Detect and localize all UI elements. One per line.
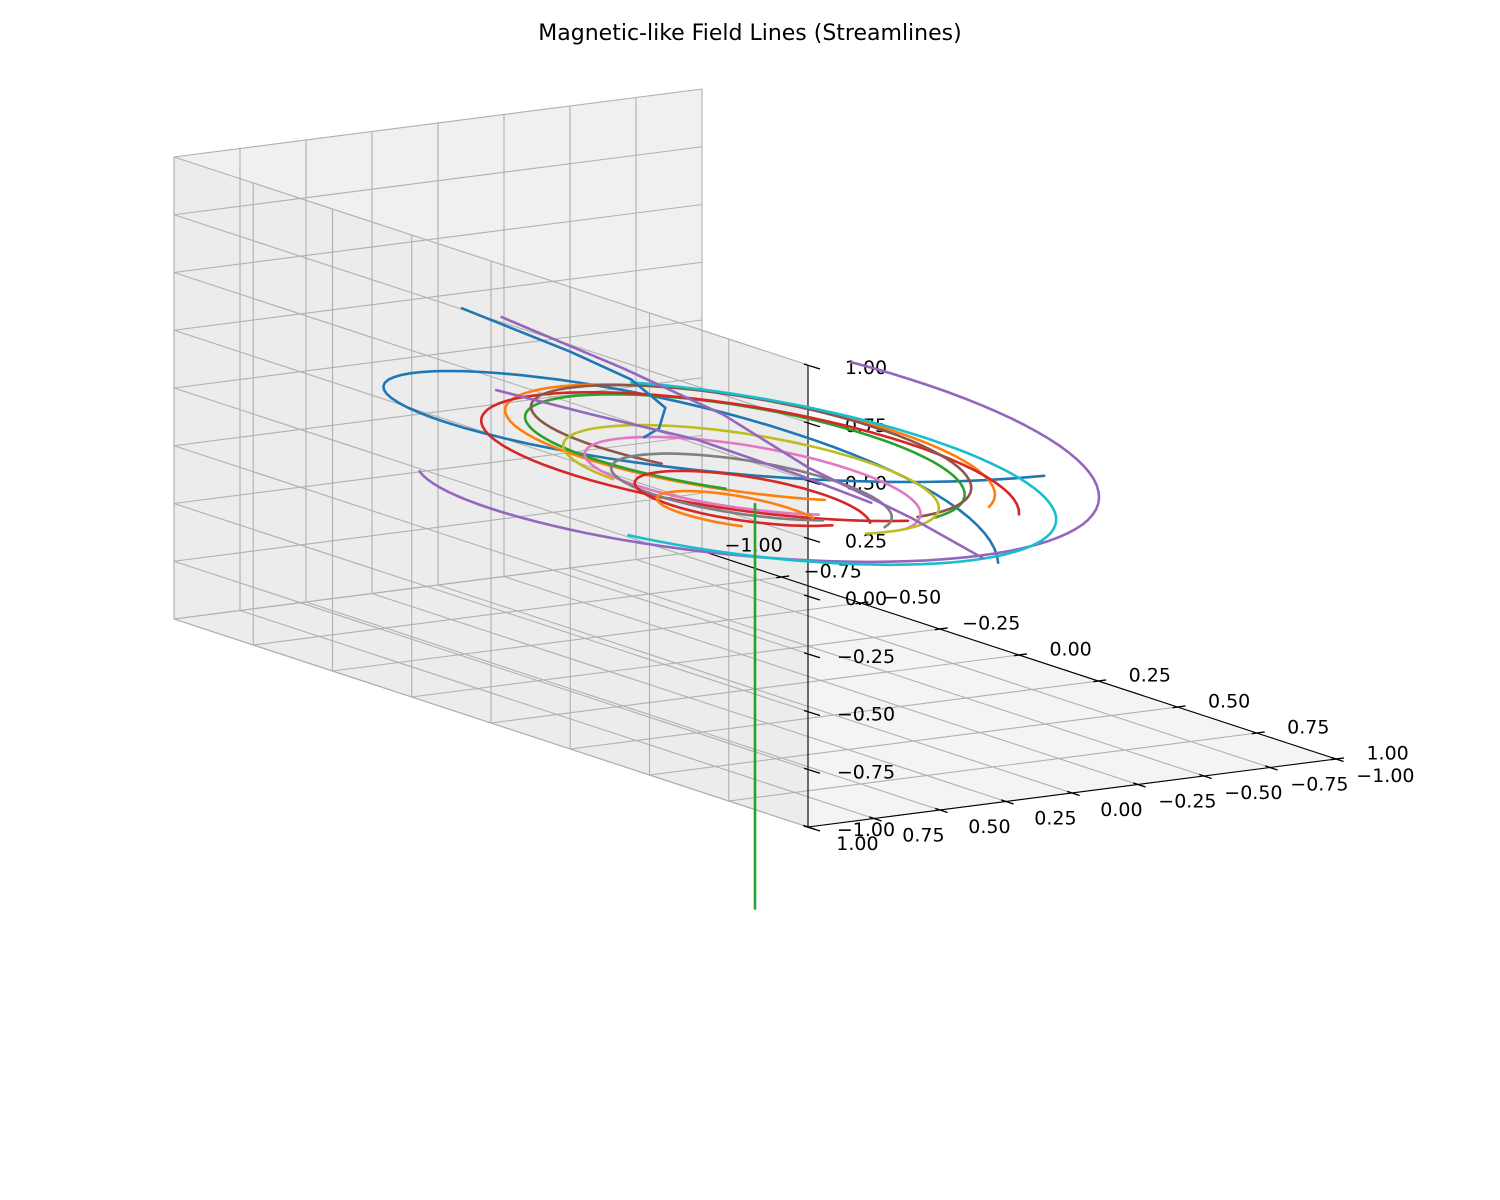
- y-tick-mark-5: [1001, 799, 1014, 805]
- y-tick-label-7: 0.75: [902, 825, 944, 847]
- grid-wallx-z-7: [173, 146, 703, 216]
- y-tick-mark-2: [1199, 773, 1212, 780]
- streamline-7: [609, 452, 894, 529]
- y-tick-label-0: −1.00: [1356, 765, 1414, 787]
- x-tick-mark-8: [1330, 757, 1345, 761]
- x-tick-label-2: −0.50: [883, 586, 941, 608]
- grid-floor-x-7: [728, 732, 1257, 802]
- x-tick-label-5: 0.25: [1129, 664, 1171, 686]
- z-tick-label-1: −0.75: [837, 761, 895, 783]
- streamline-10: [633, 469, 872, 528]
- grid-wallx-z-5: [173, 261, 703, 331]
- y-tick-label-4: 0.00: [1100, 799, 1142, 821]
- x-tick-label-6: 0.50: [1208, 690, 1250, 712]
- streamlines: [382, 306, 1101, 910]
- y-tick-mark-7: [869, 816, 882, 822]
- z-tick-mark-8: [803, 363, 821, 370]
- x-tick-label-0: −1.00: [724, 534, 782, 556]
- streamline-13: [500, 315, 984, 560]
- x-tick-mark-7: [1251, 731, 1265, 735]
- y-tick-mark-4: [1067, 790, 1080, 797]
- x-tick-mark-4: [1013, 653, 1028, 657]
- y-tick-label-2: −0.50: [1224, 782, 1282, 804]
- y-tick-mark-8: [803, 824, 816, 831]
- grid-floor-y-8: [173, 618, 809, 828]
- x-tick-mark-2: [855, 601, 869, 605]
- y-tick-label-3: −0.25: [1158, 791, 1216, 813]
- z-tick-label-2: −0.50: [837, 704, 895, 726]
- z-tick-label-3: −0.25: [837, 646, 895, 668]
- x-tick-mark-3: [934, 627, 948, 631]
- z-tick-mark-1: [803, 767, 821, 774]
- x-tick-mark-1: [776, 575, 790, 579]
- z-tick-label-8: 1.00: [845, 357, 887, 379]
- streamline-9: [627, 381, 1058, 567]
- x-tick-label-8: 1.00: [1366, 742, 1408, 764]
- y-tick-mark-1: [1265, 765, 1278, 771]
- grid-floor-y-6: [305, 601, 941, 811]
- y-tick-label-6: 0.50: [968, 816, 1010, 838]
- grid-wallx-z-8: [173, 88, 703, 158]
- streamline-11: [655, 489, 815, 528]
- x-tick-label-1: −0.75: [804, 560, 862, 582]
- grid-wallx-z-4: [173, 319, 703, 389]
- z-tick-mark-3: [803, 652, 821, 659]
- y-tick-label-5: 0.25: [1034, 808, 1076, 830]
- z-tick-mark-4: [803, 594, 821, 601]
- grid-floor-y-7: [239, 609, 875, 820]
- z-tick-mark-2: [803, 709, 821, 717]
- z-tick-label-5: 0.25: [845, 530, 887, 552]
- grid-wally-z-6: [173, 271, 809, 482]
- grid-wally-z-4: [173, 387, 809, 597]
- streamline-6: [583, 435, 922, 531]
- y-tick-mark-3: [1133, 782, 1146, 788]
- x-tick-mark-5: [1093, 679, 1107, 683]
- chart-title: Magnetic-like Field Lines (Streamlines): [538, 21, 961, 46]
- z-tick-mark-7: [803, 421, 821, 428]
- z-tick-label-4: 0.00: [845, 588, 887, 610]
- streamline-14: [494, 388, 873, 505]
- grid-floor-x-5: [570, 680, 1099, 750]
- z-tick-mark-5: [803, 536, 821, 543]
- grid-floor-x-6: [649, 706, 1178, 776]
- y-tick-label-8: 1.00: [836, 833, 878, 855]
- grid-wallx-z-6: [173, 203, 703, 274]
- x-tick-label-7: 0.75: [1287, 716, 1329, 738]
- x-tick-label-3: −0.25: [962, 612, 1020, 634]
- x-tick-label-4: 0.00: [1049, 638, 1091, 660]
- y-tick-label-1: −0.75: [1290, 774, 1348, 796]
- streamline-8: [561, 423, 941, 535]
- y-tick-mark-6: [935, 807, 948, 814]
- grid-wally-z-8: [173, 156, 809, 366]
- z-tick-label-0: −1.00: [837, 819, 895, 841]
- grid-floor-y-5: [371, 592, 1007, 803]
- streamline-1: [503, 383, 997, 509]
- x-tick-mark-6: [1172, 705, 1186, 709]
